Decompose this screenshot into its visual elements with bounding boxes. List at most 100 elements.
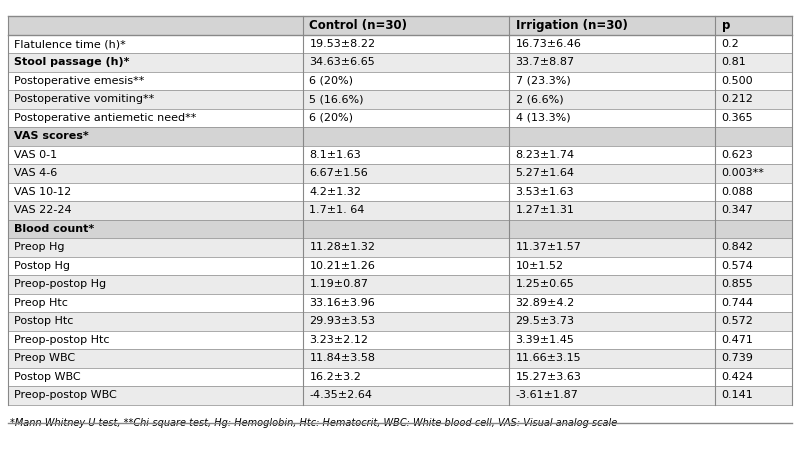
Text: 5 (16.6%): 5 (16.6%) [310,94,364,105]
Bar [8,53,303,72]
Bar [715,275,792,293]
Text: VAS 0-1: VAS 0-1 [14,150,58,160]
Text: 0.003**: 0.003** [722,168,765,179]
Bar [8,109,303,127]
Text: 8.23±1.74: 8.23±1.74 [515,150,574,160]
Bar [509,386,715,405]
Bar [303,257,509,275]
Bar [303,275,509,293]
Bar [715,146,792,164]
Bar [303,146,509,164]
Bar [715,164,792,183]
Text: 0.623: 0.623 [722,150,754,160]
Text: 0.088: 0.088 [722,187,754,197]
Text: Preop Htc: Preop Htc [14,298,68,308]
Text: Preop-postop WBC: Preop-postop WBC [14,390,117,400]
Bar [715,127,792,146]
Bar [509,312,715,331]
Bar [8,312,303,331]
Text: 1.19±0.87: 1.19±0.87 [310,279,369,289]
Bar [8,72,303,90]
Bar [303,90,509,109]
Text: Flatulence time (h)*: Flatulence time (h)* [14,39,126,49]
Text: 0.842: 0.842 [722,242,754,252]
Bar [715,35,792,53]
Bar [8,35,303,53]
Text: *Mann-Whitney U test, **Chi-square test, Hg: Hemoglobin, Htc: Hematocrit, WBC: W: *Mann-Whitney U test, **Chi-square test,… [10,418,618,428]
Text: 0.347: 0.347 [722,206,754,215]
Text: 15.27±3.63: 15.27±3.63 [515,372,582,382]
Bar [303,164,509,183]
Bar [715,16,792,35]
Bar [509,35,715,53]
Text: 8.1±1.63: 8.1±1.63 [310,150,361,160]
Bar [509,109,715,127]
Text: 0.141: 0.141 [722,390,754,400]
Bar [509,72,715,90]
Text: 4.2±1.32: 4.2±1.32 [310,187,362,197]
Bar [509,16,715,35]
Text: Control (n=30): Control (n=30) [310,19,407,32]
Bar [715,293,792,312]
Text: Postop Htc: Postop Htc [14,316,74,326]
Text: Postoperative antiemetic need**: Postoperative antiemetic need** [14,113,197,123]
Bar [303,201,509,219]
Text: 0.739: 0.739 [722,353,754,363]
Text: 33.16±3.96: 33.16±3.96 [310,298,375,308]
Text: -4.35±2.64: -4.35±2.64 [310,390,373,400]
Text: Preop-postop Htc: Preop-postop Htc [14,335,110,345]
Text: 0.572: 0.572 [722,316,754,326]
Text: 1.7±1. 64: 1.7±1. 64 [310,206,365,215]
Text: 3.23±2.12: 3.23±2.12 [310,335,369,345]
Text: 0.574: 0.574 [722,261,754,271]
Text: Preop Hg: Preop Hg [14,242,65,252]
Text: -3.61±1.87: -3.61±1.87 [515,390,578,400]
Text: 3.39±1.45: 3.39±1.45 [515,335,574,345]
Bar [303,53,509,72]
Text: Postoperative emesis**: Postoperative emesis** [14,76,145,86]
Text: VAS scores*: VAS scores* [14,132,89,141]
Text: 6 (20%): 6 (20%) [310,76,354,86]
Text: 3.53±1.63: 3.53±1.63 [515,187,574,197]
Text: VAS 4-6: VAS 4-6 [14,168,58,179]
Bar [8,16,792,405]
Bar [715,183,792,201]
Text: 32.89±4.2: 32.89±4.2 [515,298,574,308]
Text: 6.67±1.56: 6.67±1.56 [310,168,368,179]
Bar [509,201,715,219]
Bar [303,109,509,127]
Text: 33.7±8.87: 33.7±8.87 [515,58,574,67]
Bar [509,275,715,293]
Text: p: p [722,19,730,32]
Bar [509,164,715,183]
Text: 16.2±3.2: 16.2±3.2 [310,372,362,382]
Text: 0.424: 0.424 [722,372,754,382]
Bar [509,127,715,146]
Bar [715,201,792,219]
Bar [303,72,509,90]
Text: VAS 22-24: VAS 22-24 [14,206,72,215]
Bar [715,331,792,349]
Text: 11.66±3.15: 11.66±3.15 [515,353,581,363]
Text: 29.5±3.73: 29.5±3.73 [515,316,574,326]
Bar [303,386,509,405]
Bar [303,367,509,386]
Bar [715,257,792,275]
Text: 16.73±6.46: 16.73±6.46 [515,39,582,49]
Text: 6 (20%): 6 (20%) [310,113,354,123]
Bar [509,90,715,109]
Bar [509,238,715,257]
Bar [509,146,715,164]
Text: Preop-postop Hg: Preop-postop Hg [14,279,106,289]
Bar [8,349,303,367]
Bar [509,331,715,349]
Bar [8,16,303,35]
Bar [8,367,303,386]
Bar [509,349,715,367]
Bar [715,349,792,367]
Bar [303,293,509,312]
Text: 0.81: 0.81 [722,58,746,67]
Bar [509,367,715,386]
Text: 34.63±6.65: 34.63±6.65 [310,58,375,67]
Text: 11.84±3.58: 11.84±3.58 [310,353,375,363]
